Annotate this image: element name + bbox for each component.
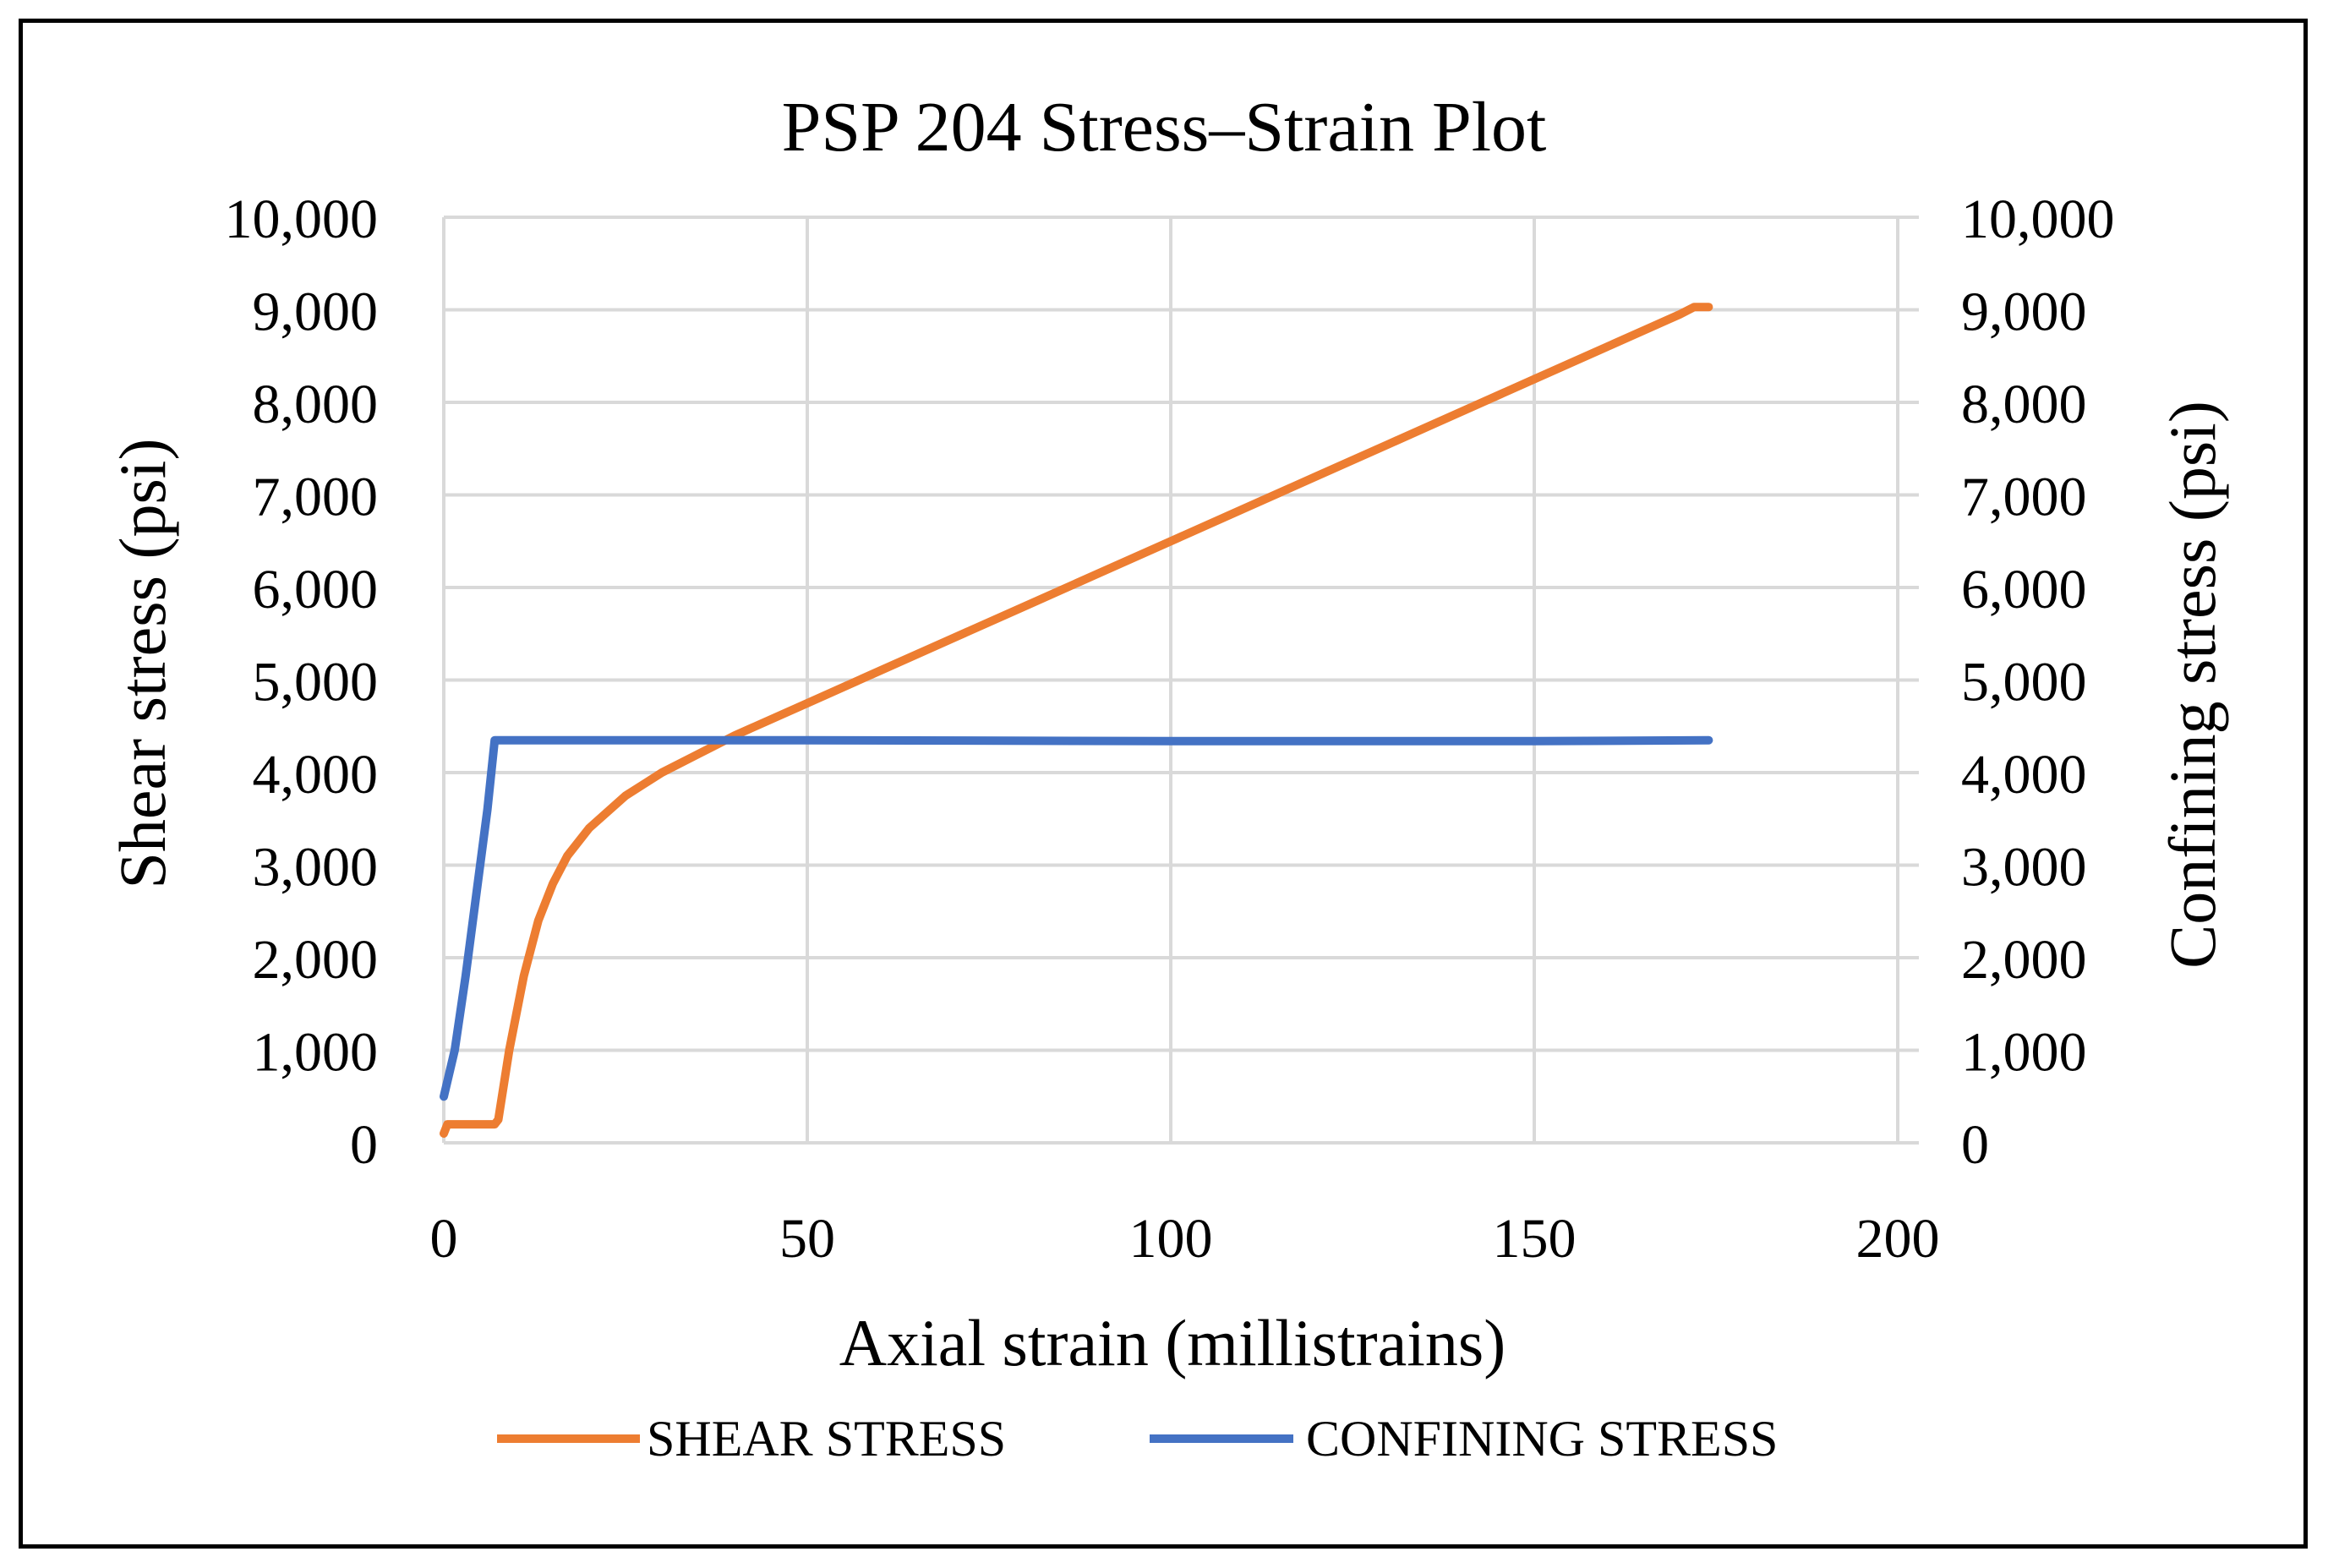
grid bbox=[444, 216, 1898, 1143]
x-tick-label: 200 bbox=[1856, 1208, 1940, 1270]
y2-axis-label: Confining stress (psi) bbox=[2156, 401, 2229, 969]
x-axis-label: Axial strain (millistrains) bbox=[839, 1306, 1506, 1380]
y2-tick-label: 6,000 bbox=[1961, 559, 2087, 620]
y2-tick-label: 7,000 bbox=[1961, 467, 2087, 528]
y2-tick-label: 0 bbox=[1961, 1114, 1989, 1176]
legend: SHEAR STRESS CONFINING STRESS bbox=[497, 1411, 1778, 1467]
axes: 0 1,000 2,000 3,000 4,000 5,000 6,000 7,000 8,00… bbox=[225, 188, 2115, 1270]
y-tick-label: 9,000 bbox=[253, 281, 379, 343]
y2-tick-label: 1,000 bbox=[1961, 1022, 2087, 1084]
y2-tick-label: 8,000 bbox=[1961, 374, 2087, 435]
y2-tick-label: 2,000 bbox=[1961, 929, 2087, 991]
y2-tick-label: 9,000 bbox=[1961, 281, 2087, 343]
y-tick-label: 8,000 bbox=[253, 374, 379, 435]
x-tick-label: 50 bbox=[779, 1208, 835, 1270]
chart-frame bbox=[19, 19, 2308, 1549]
series bbox=[440, 303, 1713, 1138]
y-tick-label: 10,000 bbox=[225, 188, 379, 250]
legend-shear-label: SHEAR STRESS bbox=[647, 1411, 1006, 1467]
legend-confining-label: CONFINING STRESS bbox=[1306, 1411, 1778, 1467]
x-tick-label: 0 bbox=[430, 1208, 458, 1270]
y2-tick-label: 4,000 bbox=[1961, 744, 2087, 806]
y-tick-label: 1,000 bbox=[253, 1022, 379, 1084]
shear-stress-line bbox=[440, 303, 1713, 1138]
chart-title: PSP 204 Stress–Strain Plot bbox=[782, 88, 1547, 167]
y2-tick-label: 3,000 bbox=[1961, 837, 2087, 899]
y-tick-label: 6,000 bbox=[253, 559, 379, 620]
y-tick-label: 5,000 bbox=[253, 652, 379, 713]
confining-stress-line bbox=[440, 735, 1713, 1101]
y-tick-label: 4,000 bbox=[253, 744, 379, 806]
y-axis-label: Shear stress (psi) bbox=[106, 439, 179, 889]
y2-tick-label: 10,000 bbox=[1961, 188, 2115, 250]
y-tick-label: 2,000 bbox=[253, 929, 379, 991]
y-tick-label: 0 bbox=[350, 1114, 378, 1176]
y2-tick-label: 5,000 bbox=[1961, 652, 2087, 713]
x-tick-label: 150 bbox=[1493, 1208, 1577, 1270]
y-tick-label: 3,000 bbox=[253, 837, 379, 899]
x-tick-label: 100 bbox=[1129, 1208, 1213, 1270]
y-tick-label: 7,000 bbox=[253, 467, 379, 528]
